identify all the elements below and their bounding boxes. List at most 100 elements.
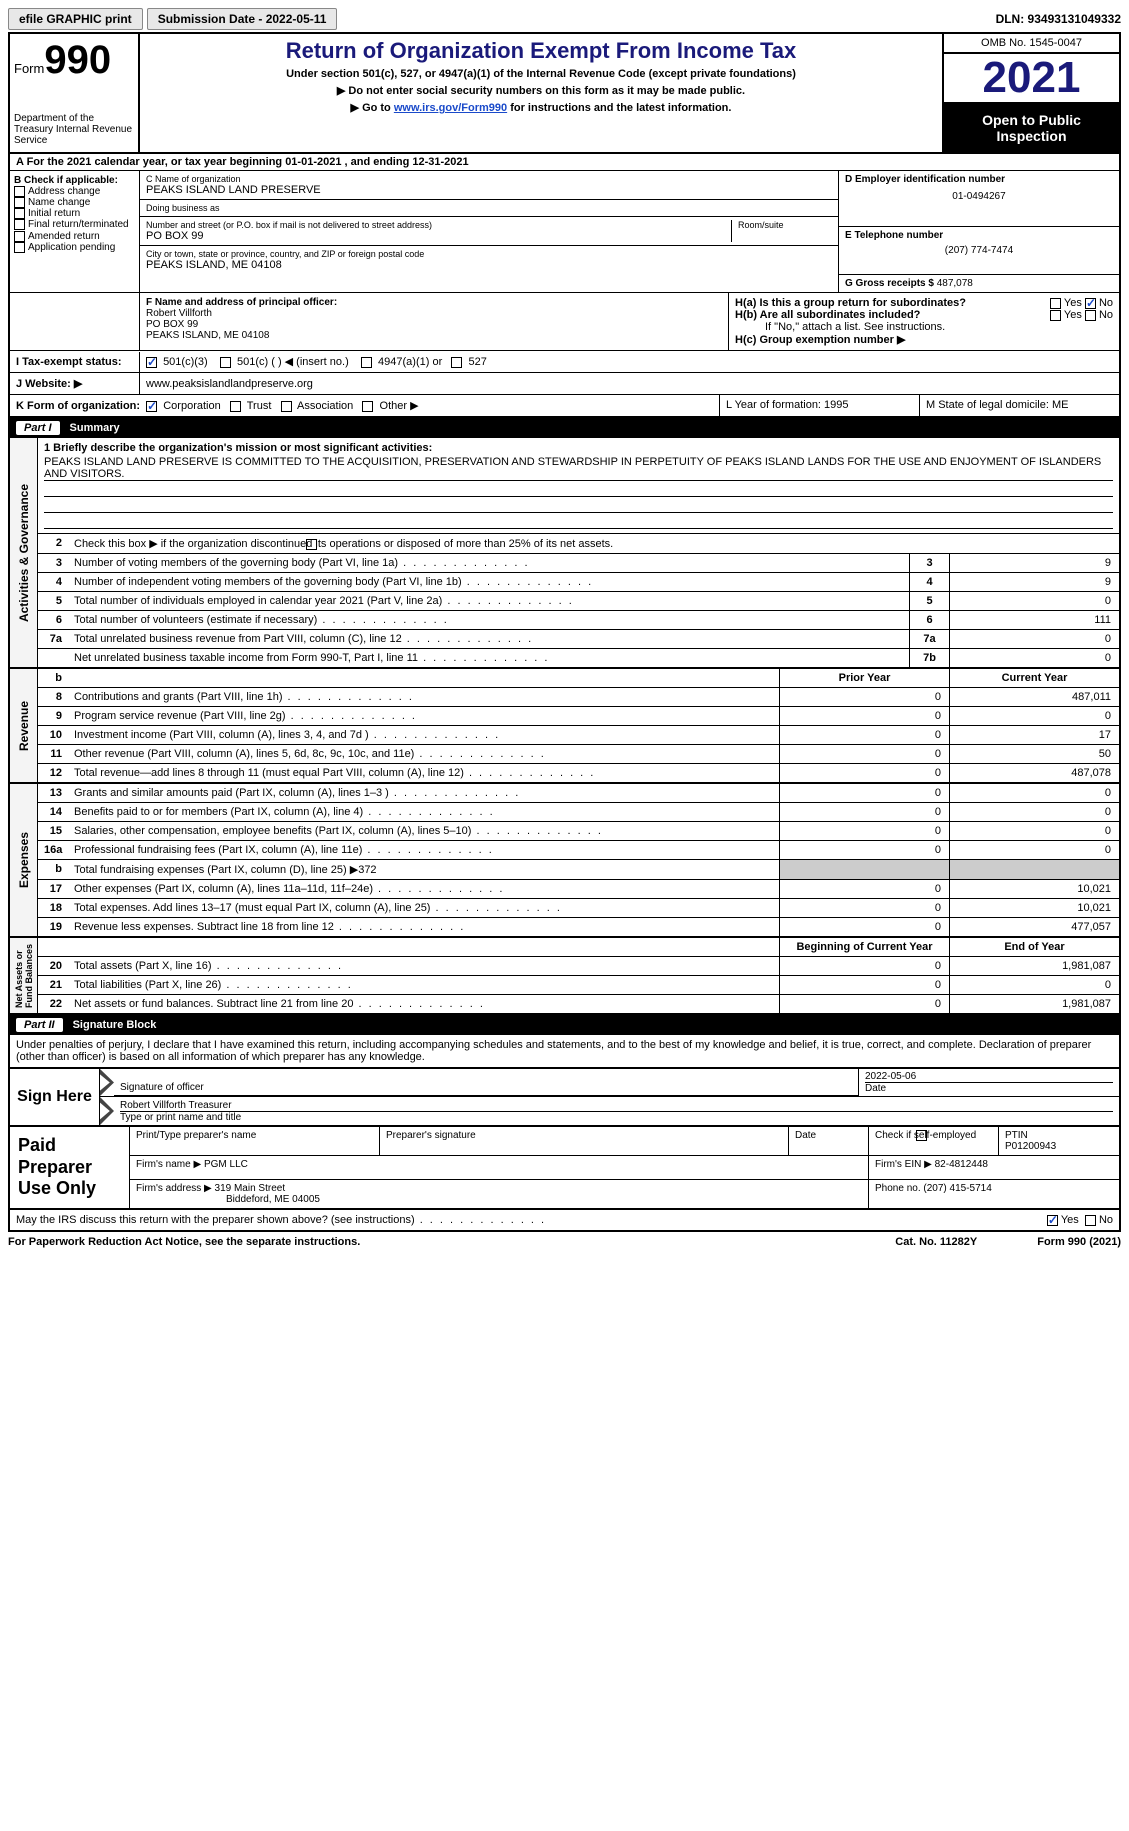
- discuss-no[interactable]: [1085, 1215, 1096, 1226]
- chk-501c3[interactable]: [146, 357, 157, 368]
- chk-final[interactable]: [14, 219, 25, 230]
- rev-row: 12 Total revenue—add lines 8 through 11 …: [38, 764, 1119, 782]
- chk-527[interactable]: [451, 357, 462, 368]
- discuss-row: May the IRS discuss this return with the…: [8, 1210, 1121, 1232]
- ha: H(a) Is this a group return for subordin…: [735, 297, 966, 309]
- note1: ▶ Do not enter social security numbers o…: [144, 84, 938, 97]
- note2: ▶ Go to www.irs.gov/Form990 for instruct…: [144, 101, 938, 114]
- officer-name: Robert Villforth: [146, 308, 722, 319]
- exp-row: 15 Salaries, other compensation, employe…: [38, 822, 1119, 841]
- chk-assoc[interactable]: [281, 401, 292, 412]
- dba-lbl: Doing business as: [146, 203, 832, 213]
- chk-amended[interactable]: [14, 231, 25, 242]
- gov-row: Net unrelated business taxable income fr…: [38, 649, 1119, 667]
- officer-addr: PO BOX 99: [146, 319, 722, 330]
- hb-yes[interactable]: [1050, 310, 1061, 321]
- gross: 487,078: [937, 278, 973, 289]
- irs-link[interactable]: www.irs.gov/Form990: [394, 102, 507, 114]
- firm-city: Biddeford, ME 04005: [226, 1194, 320, 1205]
- exp-row: 13 Grants and similar amounts paid (Part…: [38, 784, 1119, 803]
- page-footer: For Paperwork Reduction Act Notice, see …: [8, 1232, 1121, 1252]
- efile-btn[interactable]: efile GRAPHIC print: [8, 8, 143, 30]
- rev-row: 10 Investment income (Part VIII, column …: [38, 726, 1119, 745]
- state-domicile: M State of legal domicile: ME: [919, 395, 1119, 416]
- part2-hdr: Part II Signature Block: [8, 1015, 1121, 1035]
- vert-net: Net Assets orFund Balances: [14, 943, 34, 1007]
- hb-no[interactable]: [1085, 310, 1096, 321]
- ein-lbl: D Employer identification number: [845, 174, 1113, 185]
- gov-row: 5 Total number of individuals employed i…: [38, 592, 1119, 611]
- current-hdr: Current Year: [949, 669, 1119, 687]
- row-i: I Tax-exempt status: 501(c)(3) 501(c) ( …: [8, 351, 1121, 373]
- prep-date-lbl: Date: [789, 1127, 869, 1155]
- paid-preparer: Paid Preparer Use Only: [10, 1127, 130, 1208]
- city: PEAKS ISLAND, ME 04108: [146, 259, 832, 271]
- rev-row: 9 Program service revenue (Part VIII, li…: [38, 707, 1119, 726]
- org-name-lbl: C Name of organization: [146, 174, 832, 184]
- mission: 1 Briefly describe the organization's mi…: [38, 438, 1119, 534]
- net-row: 20 Total assets (Part X, line 16) 0 1,98…: [38, 957, 1119, 976]
- chk-other[interactable]: [362, 401, 373, 412]
- addr: PO BOX 99: [146, 230, 725, 242]
- tax-year: 2021: [944, 54, 1119, 104]
- city-lbl: City or town, state or province, country…: [146, 249, 832, 259]
- ptin: P01200943: [1005, 1141, 1056, 1152]
- gov-row: 6 Total number of volunteers (estimate i…: [38, 611, 1119, 630]
- hc: H(c) Group exemption number ▶: [735, 333, 1113, 346]
- form-header: Form990 Department of the Treasury Inter…: [8, 32, 1121, 154]
- preparer-block: Paid Preparer Use Only Print/Type prepar…: [8, 1127, 1121, 1210]
- chk-initial[interactable]: [14, 208, 25, 219]
- exp-row: 18 Total expenses. Add lines 13–17 (must…: [38, 899, 1119, 918]
- section-bc: B Check if applicable: Address change Na…: [8, 171, 1121, 293]
- prep-sig-lbl: Preparer's signature: [380, 1127, 789, 1155]
- revenue-block: Revenue b Prior Year Current Year 8 Cont…: [8, 669, 1121, 784]
- ptin-lbl: PTIN: [1005, 1130, 1028, 1141]
- ha-no[interactable]: [1085, 298, 1096, 309]
- discuss-yes[interactable]: [1047, 1215, 1058, 1226]
- box-b-title: B Check if applicable:: [14, 175, 135, 186]
- dept: Department of the Treasury Internal Reve…: [14, 113, 134, 146]
- begin-hdr: Beginning of Current Year: [779, 938, 949, 956]
- vert-revenue: Revenue: [17, 700, 31, 750]
- open-to-public: Open to Public Inspection: [944, 104, 1119, 152]
- chk-4947[interactable]: [361, 357, 372, 368]
- firm-addr: 319 Main Street: [215, 1183, 286, 1194]
- firm-phone: (207) 415-5714: [923, 1183, 991, 1194]
- omb: OMB No. 1545-0047: [944, 34, 1119, 54]
- rev-row: 8 Contributions and grants (Part VIII, l…: [38, 688, 1119, 707]
- addr-lbl: Number and street (or P.O. box if mail i…: [146, 220, 725, 230]
- vert-expenses: Expenses: [17, 832, 31, 888]
- tel: (207) 774-7474: [845, 245, 1113, 256]
- exp-row: b Total fundraising expenses (Part IX, c…: [38, 860, 1119, 880]
- form-num: 990: [44, 38, 111, 82]
- gross-lbl: G Gross receipts $: [845, 278, 934, 289]
- gov-row: 3 Number of voting members of the govern…: [38, 554, 1119, 573]
- prep-name-lbl: Print/Type preparer's name: [130, 1127, 380, 1155]
- submission-btn[interactable]: Submission Date - 2022-05-11: [147, 8, 338, 30]
- prior-hdr: Prior Year: [779, 669, 949, 687]
- sig-name: Robert Villforth Treasurer: [120, 1100, 1113, 1112]
- chk-name[interactable]: [14, 197, 25, 208]
- exp-row: 14 Benefits paid to or for members (Part…: [38, 803, 1119, 822]
- officer-lbl: F Name and address of principal officer:: [146, 297, 722, 308]
- hb: H(b) Are all subordinates included?: [735, 309, 920, 321]
- chk-line2[interactable]: [306, 539, 317, 550]
- sig-date-lbl: Date: [865, 1082, 1113, 1094]
- ein: 01-0494267: [845, 191, 1113, 202]
- net-row: 22 Net assets or fund balances. Subtract…: [38, 995, 1119, 1013]
- ha-yes[interactable]: [1050, 298, 1061, 309]
- chk-corp[interactable]: [146, 401, 157, 412]
- firm-name: PGM LLC: [204, 1159, 248, 1170]
- chk-pending[interactable]: [14, 242, 25, 253]
- row-a: A For the 2021 calendar year, or tax yea…: [8, 154, 1121, 171]
- chk-501c[interactable]: [220, 357, 231, 368]
- chk-address[interactable]: [14, 186, 25, 197]
- net-row: 21 Total liabilities (Part X, line 26) 0…: [38, 976, 1119, 995]
- arrow-icon: [100, 1069, 114, 1096]
- exp-row: 16a Professional fundraising fees (Part …: [38, 841, 1119, 860]
- expense-block: Expenses 13 Grants and similar amounts p…: [8, 784, 1121, 938]
- chk-trust[interactable]: [230, 401, 241, 412]
- arrow-icon: [100, 1097, 114, 1125]
- chk-self-employed[interactable]: [916, 1130, 927, 1141]
- form-word: Form: [14, 61, 44, 76]
